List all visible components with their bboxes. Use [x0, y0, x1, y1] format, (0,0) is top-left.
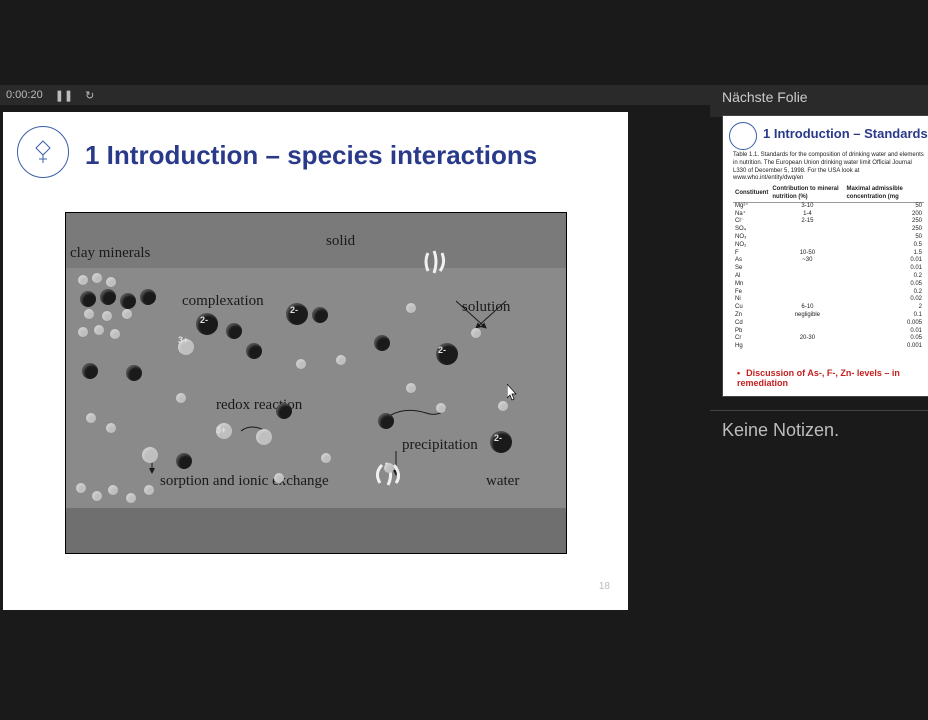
- particle: [378, 413, 394, 429]
- particle: [321, 453, 331, 463]
- particle: [374, 335, 390, 351]
- particle: [78, 275, 88, 285]
- particle: [80, 291, 96, 307]
- particle: [106, 277, 116, 287]
- speaker-notes: Keine Notizen.: [722, 420, 928, 441]
- particle: [140, 289, 156, 305]
- slide-title: 1 Introduction – species interactions: [85, 140, 537, 171]
- particle: [92, 273, 102, 283]
- particle: [384, 463, 394, 473]
- particle: [108, 485, 118, 495]
- ion-label: 3+: [178, 335, 188, 345]
- ion-label: 2-: [290, 305, 298, 315]
- ion-label: 2-: [438, 345, 446, 355]
- particle: [336, 355, 346, 365]
- particle: [256, 429, 272, 445]
- particle: [436, 403, 446, 413]
- table-caption: Table 1.1. Standards for the composition…: [733, 152, 924, 183]
- diagram-arrows: [66, 213, 566, 553]
- pause-icon[interactable]: ❚❚: [55, 89, 73, 102]
- ion-label: 2-: [494, 433, 502, 443]
- next-slide-thumbnail[interactable]: 1 Introduction – Standards Table 1.1. St…: [722, 115, 928, 397]
- ion-label: 3+: [216, 425, 226, 435]
- university-logo-small: [729, 122, 757, 150]
- particle: [78, 327, 88, 337]
- particle: [76, 483, 86, 493]
- species-diagram: clay minerals solid complexation solutio…: [65, 212, 567, 554]
- particle: [144, 485, 154, 495]
- particle: [100, 289, 116, 305]
- next-slide-label: Nächste Folie: [710, 85, 928, 117]
- page-number: 18: [599, 581, 610, 592]
- discussion-text: Discussion of As-, F-, Zn- levels – in r…: [737, 368, 900, 388]
- particle: [406, 383, 416, 393]
- particle: [102, 311, 112, 321]
- next-slide-title: 1 Introduction – Standards: [763, 126, 928, 141]
- particle: [471, 328, 481, 338]
- current-slide[interactable]: 1 Introduction – species interactions cl…: [3, 112, 628, 610]
- particle: [276, 403, 292, 419]
- particle: [246, 343, 262, 359]
- particle: [120, 293, 136, 309]
- particle: [296, 359, 306, 369]
- particle: [312, 307, 328, 323]
- university-logo: [17, 126, 69, 178]
- particle: [406, 303, 416, 313]
- particle: [226, 323, 242, 339]
- particle: [126, 493, 136, 503]
- ion-label: 2-: [200, 315, 208, 325]
- discussion-bullet: •Discussion of As-, F-, Zn- levels – in …: [737, 368, 924, 388]
- top-black-area: [0, 0, 928, 95]
- particle: [122, 309, 132, 319]
- particle: [86, 413, 96, 423]
- particle: [126, 365, 142, 381]
- particle: [84, 309, 94, 319]
- particle: [106, 423, 116, 433]
- particle: [142, 447, 158, 463]
- notes-divider: [710, 410, 928, 411]
- particle: [110, 329, 120, 339]
- particle: [92, 491, 102, 501]
- particle: [498, 401, 508, 411]
- reset-icon[interactable]: ↻: [85, 89, 94, 102]
- particle: [274, 473, 284, 483]
- particle: [176, 393, 186, 403]
- particle: [94, 325, 104, 335]
- particle: [82, 363, 98, 379]
- standards-table: Table 1.1. Standards for the composition…: [733, 152, 924, 351]
- elapsed-time: 0:00:20: [6, 89, 43, 101]
- particle: [176, 453, 192, 469]
